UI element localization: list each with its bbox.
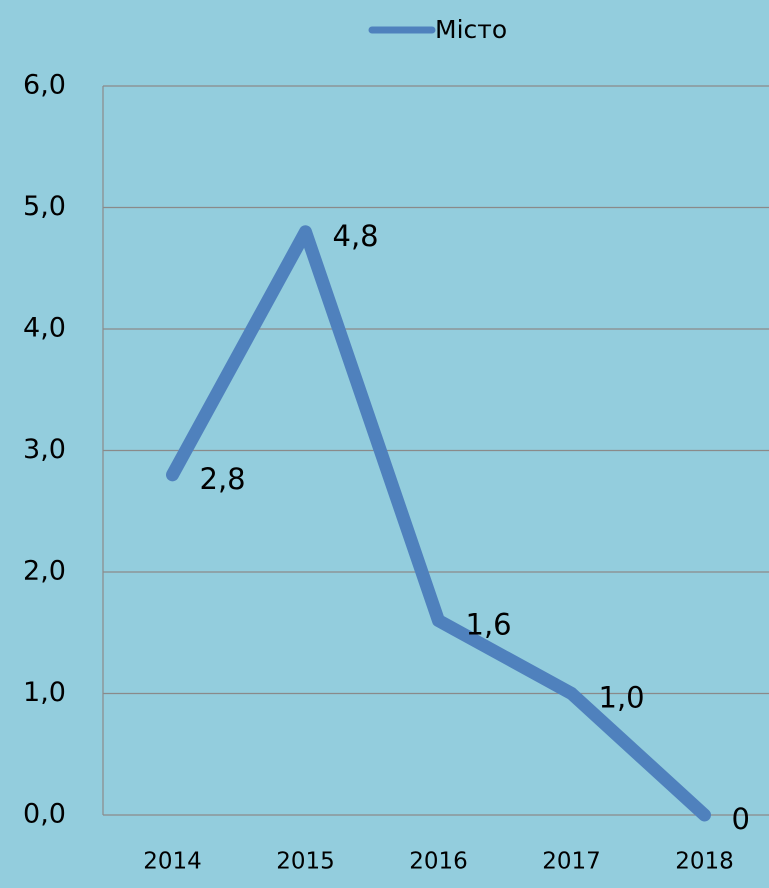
y-tick-label: 3,0 [23,434,66,465]
data-label: 1,6 [466,608,512,642]
data-label: 0 [732,802,750,836]
legend-label: Місто [435,15,507,44]
line [166,225,711,822]
y-tick-label: 0,0 [23,799,66,830]
y-tick-label: 6,0 [23,70,66,101]
data-label: 4,8 [333,219,379,253]
x-tick-label: 2015 [276,849,335,875]
x-tick-label: 2016 [409,849,468,875]
x-tick-label: 2014 [143,849,202,875]
x-tick-label: 2017 [542,849,601,875]
data-label: 2,8 [200,462,246,496]
x-tick-label: 2018 [675,849,734,875]
y-tick-label: 4,0 [23,313,66,344]
y-tick-label: 2,0 [23,556,66,587]
y-tick-label: 1,0 [23,677,66,708]
data-label: 1,0 [599,681,645,715]
y-tick-label: 5,0 [23,191,66,222]
